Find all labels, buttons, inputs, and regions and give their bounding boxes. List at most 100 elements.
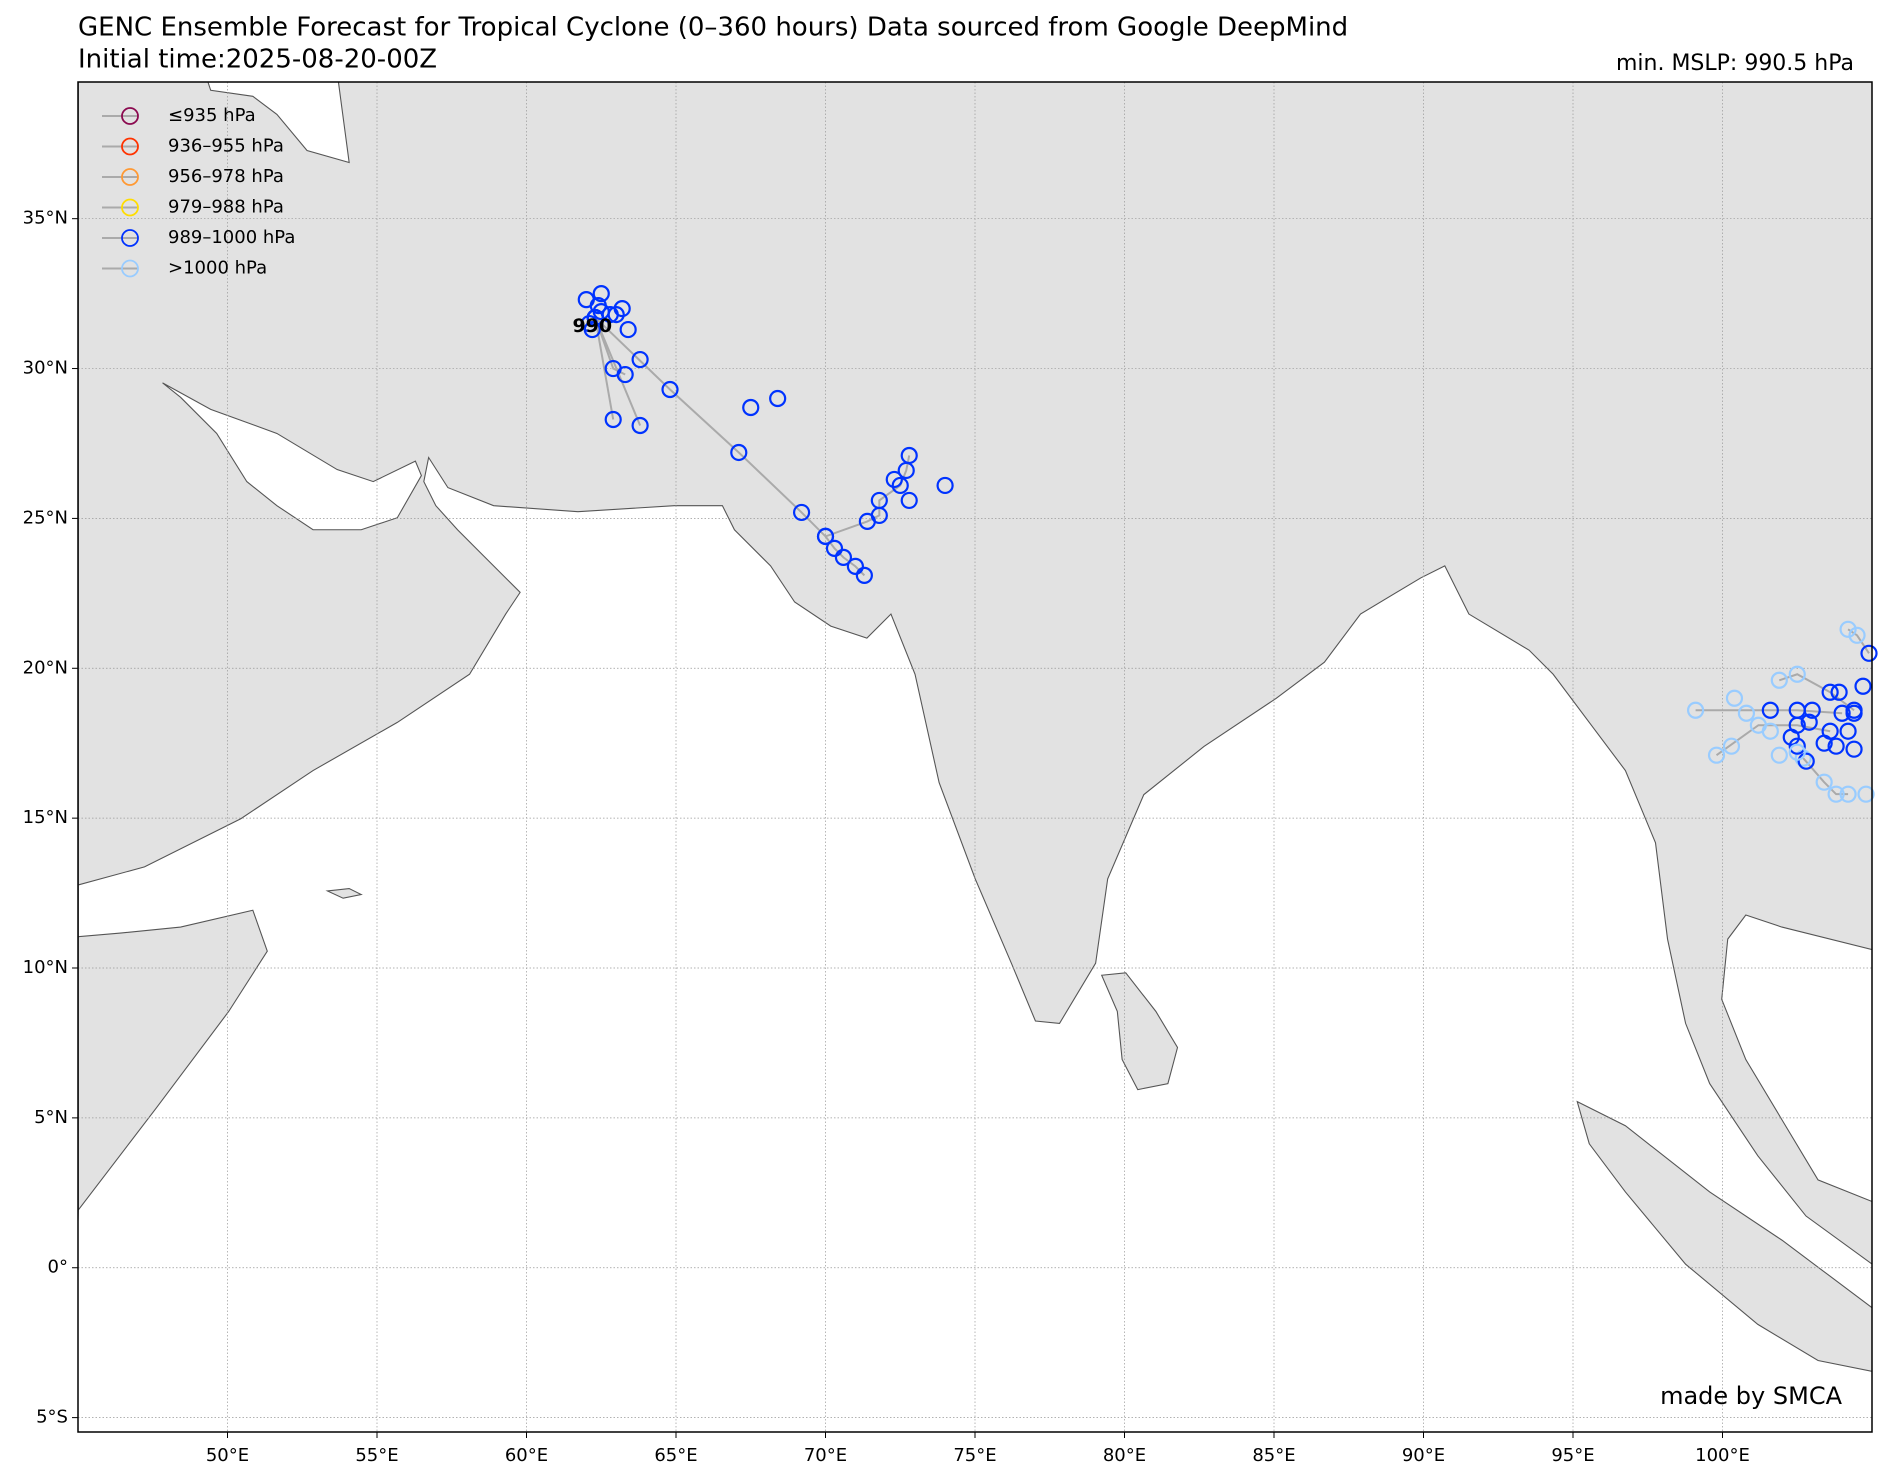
legend-marker [121, 229, 139, 247]
track-point [1839, 620, 1857, 638]
sumatra [1576, 1100, 1873, 1372]
track-point [816, 527, 835, 545]
track-point [604, 410, 622, 429]
y-tick-label: 30°N [23, 358, 68, 379]
x-tick-label: 90°E [1402, 1445, 1445, 1466]
track-point [616, 365, 634, 384]
track-point [1803, 701, 1821, 719]
track-point [834, 548, 853, 566]
y-tick-label: 15°N [23, 807, 68, 828]
legend-marker [121, 137, 139, 156]
x-tick-label: 55°E [355, 1445, 398, 1466]
track-point [1800, 713, 1818, 731]
socotra [325, 887, 363, 899]
track-point [1788, 737, 1806, 755]
persian-gulf [162, 382, 423, 531]
track-point [900, 446, 918, 465]
chart-title: GENC Ensemble Forecast for Tropical Cycl… [78, 13, 1348, 43]
track-line [1778, 673, 1855, 712]
track-point [1827, 737, 1845, 755]
track-point [1797, 752, 1815, 770]
track-point [846, 557, 865, 575]
track-point [1815, 773, 1833, 791]
track-point [855, 566, 873, 584]
y-tick-label: 20°N [23, 657, 68, 678]
y-tick-label: 35°N [23, 208, 68, 229]
track-point [1848, 626, 1866, 644]
track-point [580, 314, 598, 333]
y-tick-label: 5°N [34, 1107, 68, 1128]
track-point [1707, 746, 1726, 764]
track-point [1761, 722, 1779, 740]
track-point [631, 350, 649, 369]
track-point [1854, 677, 1872, 695]
legend-label: 936–955 hPa [168, 136, 284, 157]
caspian-sea [207, 81, 350, 164]
x-tick-label: 80°E [1103, 1445, 1146, 1466]
track-point [730, 443, 748, 462]
y-tick-label: 5°S [36, 1407, 68, 1428]
x-tick-label: 70°E [804, 1445, 847, 1466]
track-point [1788, 665, 1806, 683]
track-point [792, 503, 811, 522]
track-point [1737, 704, 1756, 722]
track-point [1845, 704, 1863, 722]
x-tick-label: 65°E [654, 1445, 697, 1466]
legend-marker [121, 107, 139, 125]
track-point [1782, 728, 1800, 746]
track-point [1839, 785, 1857, 803]
track-point [1830, 683, 1848, 701]
track-point [592, 285, 610, 303]
x-tick-label: 60°E [505, 1445, 548, 1466]
track-point [619, 320, 637, 339]
y-tick-label: 25°N [23, 507, 68, 528]
chart-subtitle: Initial time:2025-08-20-00Z [78, 45, 437, 75]
track-point [1845, 740, 1863, 758]
track-point [900, 491, 918, 510]
y-tick-label: 10°N [23, 957, 68, 978]
gulf-of-thailand [1721, 914, 1873, 1203]
tracks: 990 [572, 285, 1878, 803]
grid [78, 82, 1872, 1432]
track-point [885, 470, 903, 489]
x-tick-label: 95°E [1551, 1445, 1594, 1466]
min-mslp: min. MSLP: 990.5 hPa [1616, 51, 1854, 76]
track-point [1770, 746, 1788, 764]
track-point [1761, 701, 1779, 719]
track-point [589, 297, 607, 315]
x-tick-label: 75°E [953, 1445, 996, 1466]
track-point [1833, 704, 1851, 722]
track-point [1839, 722, 1857, 740]
track-point [1860, 644, 1878, 662]
legend-label: ≤935 hPa [168, 105, 256, 126]
track-line [594, 317, 626, 376]
legend-label: 979–988 hPa [168, 197, 284, 218]
track-point [742, 398, 760, 417]
legend-label: 956–978 hPa [168, 166, 284, 187]
track-point [1815, 734, 1833, 752]
legend-label: >1000 hPa [168, 258, 267, 279]
track-point [769, 389, 787, 408]
legend-marker [121, 168, 139, 186]
track-point [1827, 785, 1845, 803]
track-point [825, 539, 844, 557]
track-point [1857, 785, 1875, 803]
track-point [631, 416, 649, 435]
x-tick-label: 85°E [1252, 1445, 1295, 1466]
track-point [936, 476, 954, 495]
sri-lanka [1100, 972, 1179, 1091]
track-point [601, 305, 619, 324]
x-tick-label: 50°E [206, 1445, 249, 1466]
track-point [1770, 671, 1788, 689]
legend-label: 989–1000 hPa [168, 227, 295, 248]
pressure-label: 990 [572, 315, 612, 337]
track-point [870, 491, 888, 510]
track-point [891, 476, 909, 495]
legend-marker [121, 259, 139, 278]
track-point [1821, 683, 1839, 701]
y-tick-label: 0° [48, 1257, 68, 1278]
track-point [1722, 737, 1741, 755]
x-tick-label: 100°E [1695, 1445, 1750, 1466]
track-point [661, 380, 679, 399]
